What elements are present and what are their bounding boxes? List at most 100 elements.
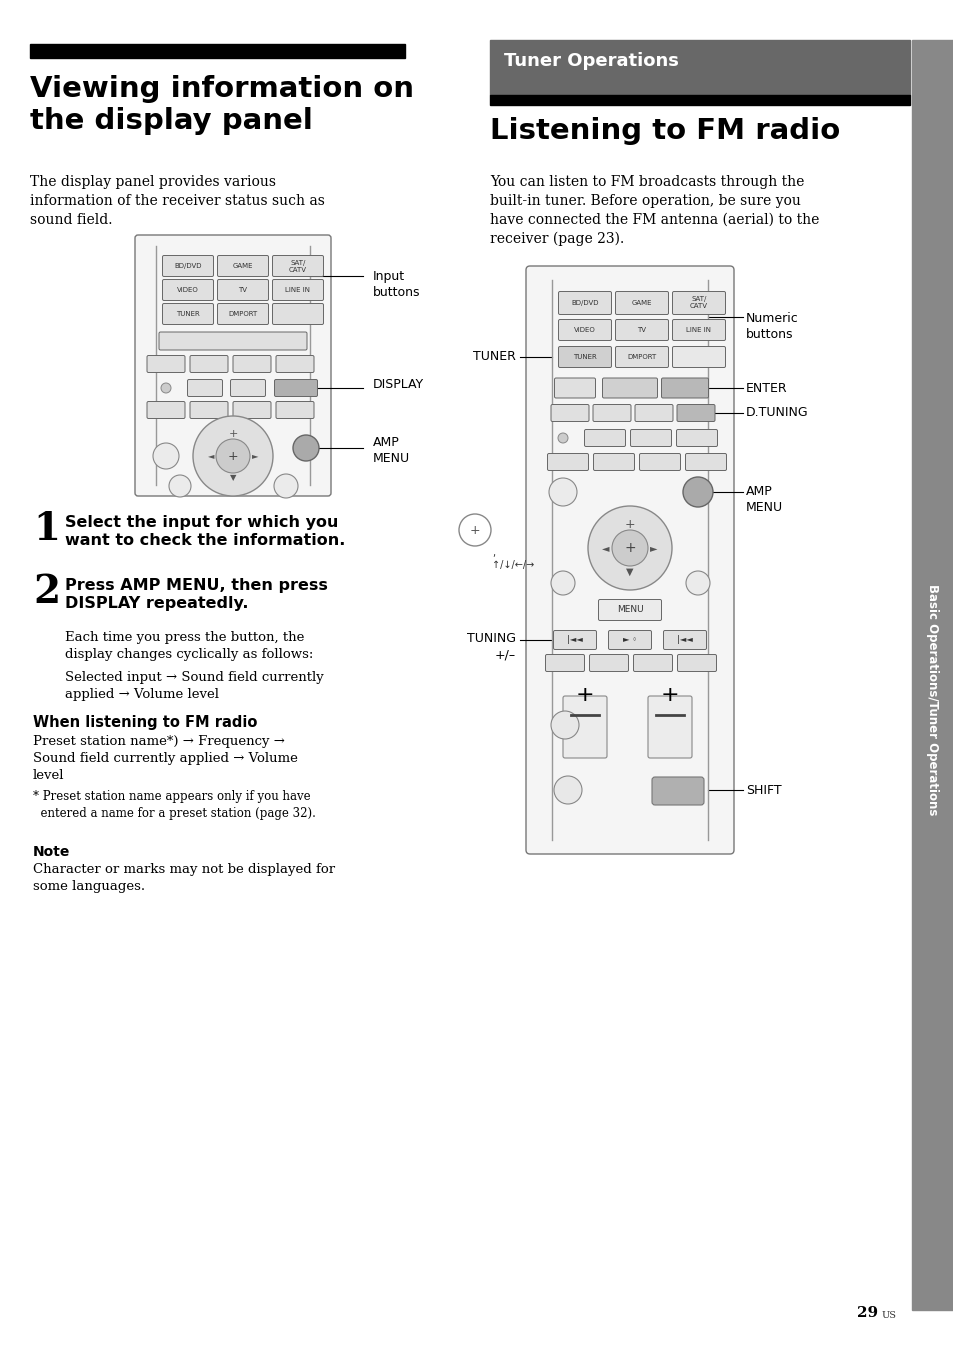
- FancyBboxPatch shape: [553, 630, 596, 649]
- FancyBboxPatch shape: [273, 256, 323, 277]
- FancyBboxPatch shape: [598, 599, 660, 621]
- FancyBboxPatch shape: [593, 404, 630, 422]
- Text: TUNER: TUNER: [473, 350, 516, 364]
- FancyBboxPatch shape: [647, 696, 691, 758]
- Circle shape: [193, 416, 273, 496]
- Text: TUNER: TUNER: [176, 311, 200, 316]
- Text: 2: 2: [33, 573, 60, 611]
- FancyBboxPatch shape: [672, 292, 724, 315]
- Text: Listening to FM radio: Listening to FM radio: [490, 118, 840, 145]
- Text: ▼: ▼: [625, 566, 633, 577]
- FancyBboxPatch shape: [233, 356, 271, 373]
- FancyBboxPatch shape: [672, 319, 724, 341]
- FancyBboxPatch shape: [639, 453, 679, 470]
- Text: ,
↑/↓/←/→: , ↑/↓/←/→: [492, 548, 534, 569]
- Text: 29: 29: [856, 1306, 877, 1320]
- Text: ▼: ▼: [230, 473, 236, 483]
- Text: D.TUNING: D.TUNING: [745, 407, 808, 419]
- Bar: [911, 41, 953, 1310]
- FancyBboxPatch shape: [660, 379, 708, 397]
- FancyBboxPatch shape: [615, 292, 668, 315]
- Circle shape: [548, 479, 577, 506]
- Circle shape: [152, 443, 179, 469]
- Circle shape: [587, 506, 671, 589]
- Text: MENU: MENU: [616, 606, 642, 615]
- Circle shape: [682, 477, 712, 507]
- FancyBboxPatch shape: [162, 256, 213, 277]
- Text: +: +: [624, 518, 635, 530]
- Text: TV: TV: [238, 287, 247, 293]
- Text: Preset station name*) → Frequency →
Sound field currently applied → Volume
level: Preset station name*) → Frequency → Soun…: [33, 735, 297, 781]
- Text: Press AMP MENU, then press
DISPLAY repeatedly.: Press AMP MENU, then press DISPLAY repea…: [65, 579, 328, 611]
- Text: 1: 1: [33, 510, 60, 548]
- Circle shape: [612, 530, 647, 566]
- FancyBboxPatch shape: [615, 319, 668, 341]
- FancyBboxPatch shape: [630, 430, 671, 446]
- Circle shape: [551, 571, 575, 595]
- FancyBboxPatch shape: [554, 379, 595, 397]
- FancyBboxPatch shape: [635, 404, 672, 422]
- Text: BD/DVD: BD/DVD: [571, 300, 598, 306]
- FancyBboxPatch shape: [217, 256, 268, 277]
- FancyBboxPatch shape: [593, 453, 634, 470]
- Text: GAME: GAME: [631, 300, 652, 306]
- Text: Select the input for which you
want to check the information.: Select the input for which you want to c…: [65, 515, 345, 548]
- FancyBboxPatch shape: [275, 402, 314, 419]
- Text: You can listen to FM broadcasts through the
built-in tuner. Before operation, be: You can listen to FM broadcasts through …: [490, 174, 819, 246]
- Text: SAT/
CATV: SAT/ CATV: [289, 260, 307, 273]
- FancyBboxPatch shape: [159, 333, 307, 350]
- FancyBboxPatch shape: [147, 402, 185, 419]
- FancyBboxPatch shape: [525, 266, 733, 854]
- Text: ►: ►: [252, 452, 258, 461]
- Circle shape: [458, 514, 491, 546]
- Text: Numeric
buttons: Numeric buttons: [745, 312, 798, 341]
- FancyBboxPatch shape: [558, 292, 611, 315]
- FancyBboxPatch shape: [562, 696, 606, 758]
- Text: US: US: [882, 1311, 896, 1320]
- Text: Selected input → Sound field currently
applied → Volume level: Selected input → Sound field currently a…: [65, 671, 323, 700]
- Text: DISPLAY: DISPLAY: [373, 379, 424, 392]
- Text: +: +: [228, 429, 237, 439]
- Bar: [490, 41, 909, 95]
- Text: +: +: [575, 685, 594, 704]
- Circle shape: [161, 383, 171, 393]
- FancyBboxPatch shape: [558, 319, 611, 341]
- FancyBboxPatch shape: [676, 430, 717, 446]
- Text: DMPORT: DMPORT: [627, 354, 656, 360]
- FancyBboxPatch shape: [677, 404, 714, 422]
- Text: Basic Operations/Tuner Operations: Basic Operations/Tuner Operations: [925, 584, 939, 815]
- Text: Each time you press the button, the
display changes cyclically as follows:: Each time you press the button, the disp…: [65, 631, 313, 661]
- Circle shape: [169, 475, 191, 498]
- FancyBboxPatch shape: [545, 654, 584, 672]
- FancyBboxPatch shape: [273, 303, 323, 324]
- Text: VIDEO: VIDEO: [574, 327, 596, 333]
- Text: Tuner Operations: Tuner Operations: [503, 51, 679, 70]
- Text: DMPORT: DMPORT: [228, 311, 257, 316]
- Text: Note: Note: [33, 845, 71, 859]
- FancyBboxPatch shape: [162, 280, 213, 300]
- Bar: [30, 45, 405, 58]
- FancyBboxPatch shape: [685, 453, 726, 470]
- Text: When listening to FM radio: When listening to FM radio: [33, 715, 257, 730]
- Text: The display panel provides various
information of the receiver status such as
so: The display panel provides various infor…: [30, 174, 325, 227]
- FancyBboxPatch shape: [547, 453, 588, 470]
- FancyBboxPatch shape: [608, 630, 651, 649]
- FancyBboxPatch shape: [672, 346, 724, 368]
- Circle shape: [558, 433, 567, 443]
- Text: GAME: GAME: [233, 264, 253, 269]
- FancyBboxPatch shape: [217, 280, 268, 300]
- Text: |◄◄: |◄◄: [566, 635, 582, 645]
- FancyBboxPatch shape: [633, 654, 672, 672]
- Text: SHIFT: SHIFT: [745, 784, 781, 796]
- Bar: [490, 95, 909, 105]
- FancyBboxPatch shape: [162, 303, 213, 324]
- FancyBboxPatch shape: [135, 235, 331, 496]
- FancyBboxPatch shape: [233, 402, 271, 419]
- FancyBboxPatch shape: [551, 404, 588, 422]
- Text: ENTER: ENTER: [745, 381, 787, 395]
- Text: +: +: [469, 523, 479, 537]
- FancyBboxPatch shape: [273, 280, 323, 300]
- Text: +: +: [660, 685, 679, 704]
- FancyBboxPatch shape: [584, 430, 625, 446]
- Text: +: +: [623, 541, 635, 556]
